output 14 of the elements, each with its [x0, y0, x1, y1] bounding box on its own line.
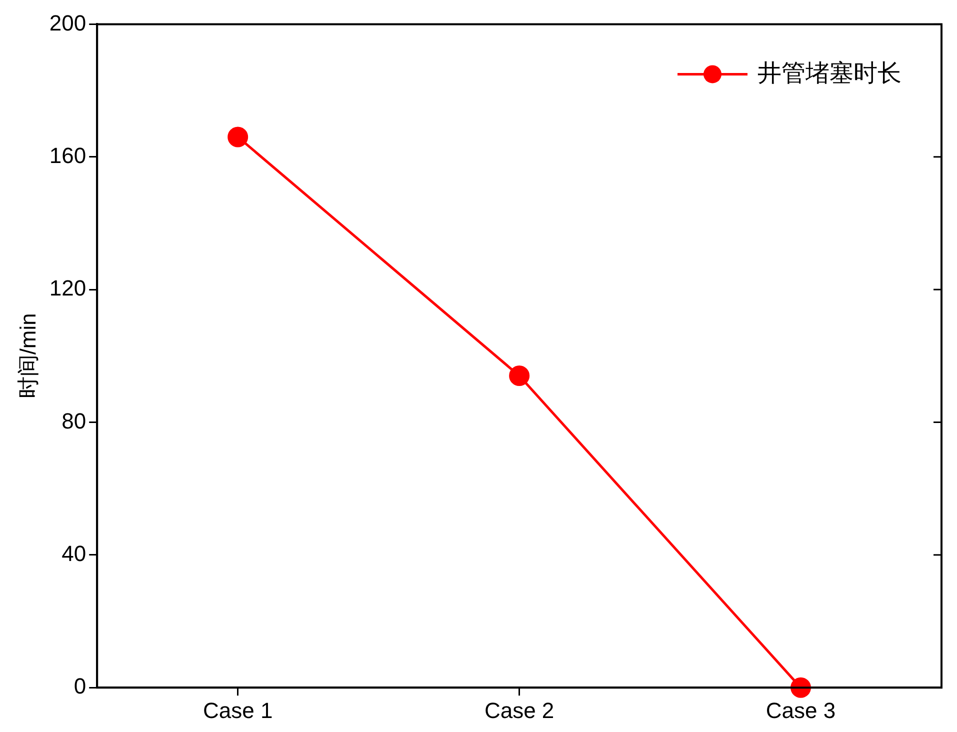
x-tick-label: Case 1 [202, 698, 273, 723]
y-tick-label: 80 [62, 408, 86, 434]
y-tick-label: 40 [62, 540, 86, 566]
x-tick-label: Case 2 [484, 698, 554, 723]
x-tick-label: Case 3 [766, 698, 836, 723]
legend-label: 井管堵塞时长 [758, 60, 902, 87]
y-tick-label: 160 [49, 142, 86, 168]
y-tick-label: 0 [74, 674, 86, 699]
point [228, 126, 248, 148]
point [790, 677, 812, 698]
y-axis-title: 时间/min [15, 313, 40, 399]
y-tick-label: 120 [49, 276, 86, 301]
y-tick-label: 200 [49, 10, 86, 36]
point [509, 366, 530, 386]
